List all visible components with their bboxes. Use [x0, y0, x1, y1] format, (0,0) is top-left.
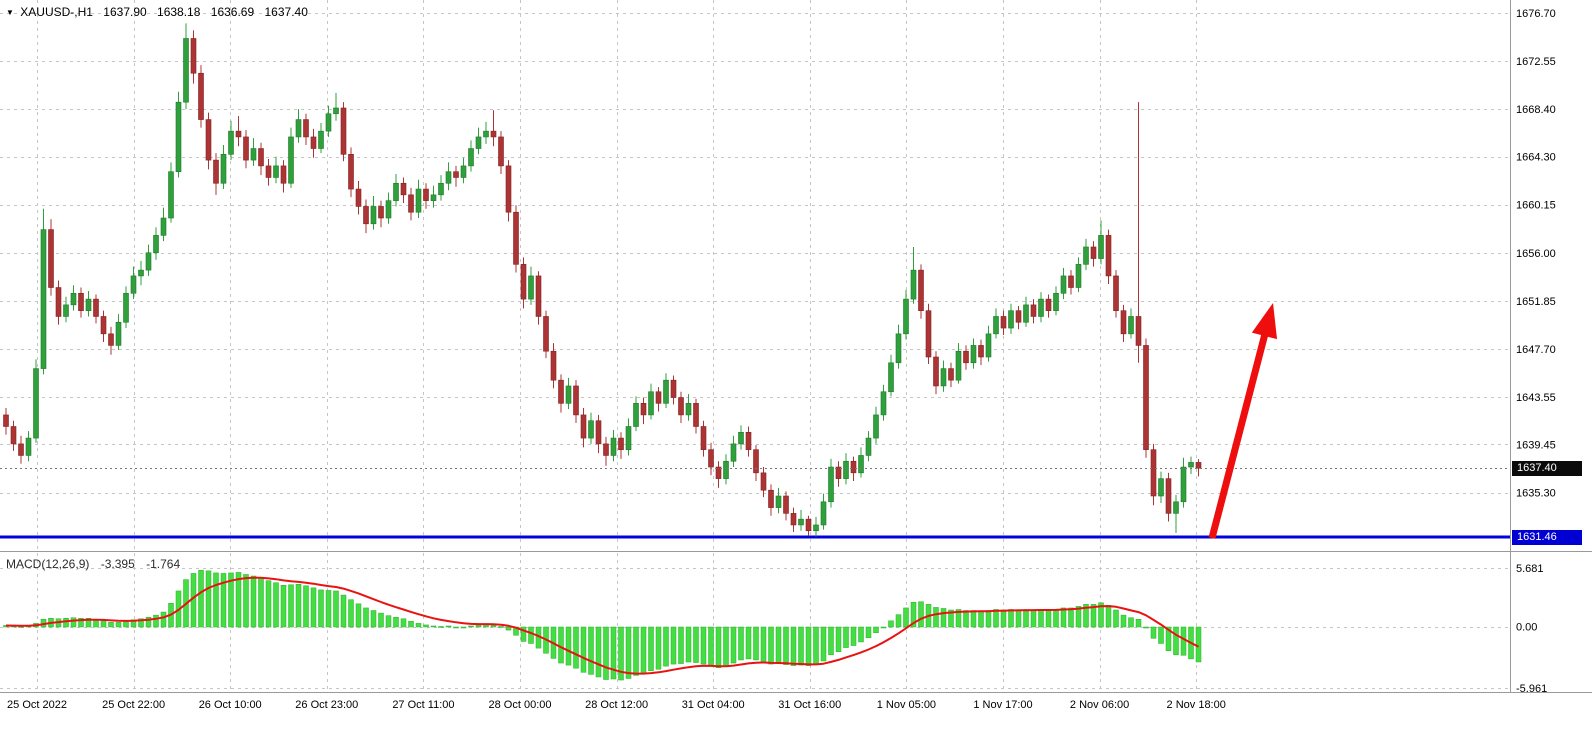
- time-axis-label: 31 Oct 04:00: [682, 699, 745, 711]
- price-tick-label: 1656.00: [1516, 248, 1556, 260]
- time-axis-label: 2 Nov 06:00: [1070, 699, 1129, 711]
- price-tick-label: 1668.40: [1516, 104, 1556, 116]
- macd-indicator-label: MACD(12,26,9) -3.395 -1.764: [6, 557, 188, 571]
- symbol-marker-icon: ▼: [6, 8, 14, 17]
- gridlines: [0, 0, 1510, 692]
- price-tick-label: 1635.30: [1516, 488, 1556, 500]
- panel-separators: [0, 0, 1592, 693]
- price-tick-label: 1676.70: [1516, 8, 1556, 20]
- time-axis-label: 26 Oct 10:00: [199, 699, 262, 711]
- ohlc-low-value: 1636.69: [210, 5, 255, 19]
- candlesticks: [3, 23, 1202, 537]
- time-axis[interactable]: 25 Oct 2022 25 Oct 22:00 26 Oct 10:00 26 Oc…: [7, 699, 1226, 711]
- current-price-badge: 1637.40: [1512, 461, 1582, 476]
- price-tick-label: 1639.45: [1516, 439, 1556, 451]
- price-tick-label: 1647.70: [1516, 344, 1556, 356]
- price-tick-label: 1651.85: [1516, 296, 1556, 308]
- price-tick-label: 1643.55: [1516, 392, 1556, 404]
- time-axis-label: 2 Nov 18:00: [1167, 699, 1226, 711]
- macd-tick-label: 5.681: [1516, 563, 1544, 575]
- price-axis[interactable]: 1676.70 1672.55 1668.40 1664.30 1660.15 1656.…: [1516, 8, 1556, 500]
- macd-signal-value: -1.764: [146, 557, 181, 571]
- time-axis-label: 31 Oct 16:00: [778, 699, 841, 711]
- macd-current-value: -3.395: [100, 557, 135, 571]
- time-axis-label: 26 Oct 23:00: [295, 699, 358, 711]
- time-axis-label: 28 Oct 00:00: [489, 699, 552, 711]
- chart-ohlc-header: ▼ XAUUSD-,H1 1637.90 1638.18 1636.69 163…: [6, 5, 315, 19]
- ohlc-close-value: 1637.40: [264, 5, 308, 19]
- price-tick-label: 1660.15: [1516, 200, 1556, 212]
- time-axis-label: 1 Nov 17:00: [973, 699, 1032, 711]
- time-axis-label: 1 Nov 05:00: [877, 699, 936, 711]
- time-axis-label: 27 Oct 11:00: [392, 699, 454, 711]
- ohlc-open-value: 1637.90: [103, 5, 147, 19]
- price-tick-label: 1672.55: [1516, 56, 1556, 68]
- macd-tick-label: -5.961: [1516, 683, 1547, 695]
- macd-tick-label: 0.00: [1516, 622, 1537, 634]
- time-axis-label: 28 Oct 12:00: [585, 699, 648, 711]
- ohlc-high-value: 1638.18: [157, 5, 201, 19]
- macd-name: MACD(12,26,9): [6, 557, 90, 571]
- macd-axis[interactable]: 5.681 0.00 -5.961: [1516, 563, 1547, 695]
- macd-signal-line: [5, 576, 1199, 675]
- symbol-timeframe-label: XAUUSD-,H1: [20, 5, 93, 19]
- trend-arrow-annotation[interactable]: [1208, 303, 1278, 539]
- time-axis-label: 25 Oct 22:00: [102, 699, 165, 711]
- time-axis-label: 25 Oct 2022: [7, 699, 67, 711]
- support-line-price-badge: 1631.46: [1512, 530, 1582, 545]
- macd-histogram: [3, 570, 1202, 681]
- price-tick-label: 1664.30: [1516, 152, 1556, 164]
